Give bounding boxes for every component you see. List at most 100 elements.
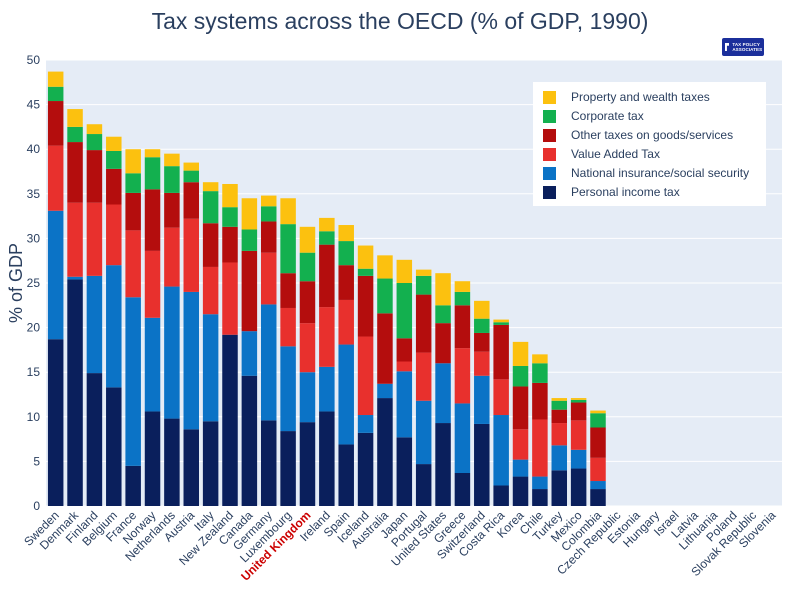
bar-segment [319, 307, 335, 367]
legend-item[interactable]: Personal income tax [543, 183, 680, 201]
bar-segment [241, 250, 258, 332]
bar-segment [202, 191, 219, 224]
bar-segment [164, 192, 180, 228]
bar-segment [125, 297, 141, 466]
bar-segment [47, 71, 64, 87]
bar-segment [435, 323, 451, 364]
bar-segment [86, 373, 103, 506]
bar-segment [260, 420, 277, 506]
bar-segment [454, 348, 471, 404]
bar-segment [241, 198, 258, 230]
bar-segment [570, 399, 587, 403]
bar-segment [532, 489, 548, 506]
bar-segment [590, 413, 606, 428]
bar-segment [280, 198, 296, 225]
bar-segment [532, 419, 548, 477]
bar-segment [357, 268, 374, 276]
bar-segment [106, 387, 122, 506]
bar-segment [125, 149, 141, 174]
bar-segment [435, 363, 451, 424]
bar-segment [260, 304, 277, 421]
bar-segment [377, 278, 393, 314]
bar-segment [183, 170, 200, 183]
bar-segment [493, 322, 509, 325]
bar-segment [299, 422, 316, 506]
bar-segment [67, 276, 83, 280]
y-axis-label: % of GDP [6, 243, 26, 323]
legend-swatch [543, 166, 556, 180]
y-tick-label: 20 [27, 321, 41, 335]
bar-segment [493, 379, 509, 416]
bar-segment [570, 468, 587, 506]
bar-segment [260, 221, 277, 253]
bar-segment [454, 281, 471, 292]
bar-segment [222, 334, 238, 506]
bar-segment [67, 279, 83, 506]
bar-segment [202, 223, 219, 267]
bar-segment [396, 338, 413, 362]
bar-segment [512, 341, 529, 366]
legend-item[interactable]: Corporate tax [543, 107, 644, 125]
y-tick-label: 10 [27, 410, 41, 424]
bar-segment [532, 354, 548, 364]
legend: Property and wealth taxes Corporate tax Ot… [533, 82, 766, 206]
bar-segment [183, 218, 200, 292]
bar-segment [86, 150, 103, 203]
bar-segment [570, 449, 587, 469]
legend-label: Other taxes on goods/services [571, 128, 734, 142]
bar-segment [415, 269, 432, 276]
y-tick-label: 40 [27, 142, 41, 156]
bar-segment [125, 192, 141, 231]
bar-segment [474, 375, 490, 424]
bar-segment [299, 323, 316, 373]
legend-swatch [543, 109, 556, 123]
bar-segment [493, 324, 509, 380]
legend-item[interactable]: Value Added Tax [543, 145, 660, 163]
legend-item[interactable]: Other taxes on goods/services [543, 126, 733, 144]
bar-segment [183, 291, 200, 430]
y-tick-label: 50 [27, 53, 41, 67]
bar-segment [454, 305, 471, 349]
bar-segment [47, 145, 64, 211]
legend-swatch [543, 128, 556, 142]
bar-segment [67, 142, 83, 203]
bar-segment [241, 229, 258, 251]
bar-segment [570, 420, 587, 450]
bar-segment [280, 307, 296, 347]
y-tick-label: 0 [33, 499, 40, 513]
bar-segment [280, 346, 296, 432]
bar-segment [396, 437, 413, 506]
bar-segment [319, 244, 335, 308]
bar-segment [474, 300, 490, 319]
bar-segment [570, 398, 587, 400]
bar-segment [67, 109, 83, 127]
bar-segment [202, 421, 219, 506]
bar-segment [396, 371, 413, 438]
bar-segment [454, 291, 471, 306]
bar-segment [474, 332, 490, 352]
bar-segment [202, 314, 219, 422]
bar-segment [125, 465, 141, 506]
bar-segment [106, 150, 122, 169]
legend-item[interactable]: Property and wealth taxes [543, 88, 710, 106]
y-tick-label: 45 [27, 98, 41, 112]
bar-segment [280, 224, 296, 274]
bar-segment [47, 339, 64, 506]
bar-segment [319, 366, 335, 412]
bar-segment [67, 202, 83, 277]
bar-segment [338, 299, 354, 345]
bar-segment [67, 126, 83, 143]
bar-segment [590, 457, 606, 482]
bar-segment [106, 168, 122, 205]
bar-segment [106, 204, 122, 266]
bar-segment [183, 429, 200, 506]
legend-item[interactable]: National insurance/social security [543, 164, 749, 182]
bar-segment [47, 86, 64, 102]
bar-segment [164, 418, 180, 506]
bar-segment [299, 281, 316, 324]
bar-segment [338, 225, 354, 242]
bar-segment [532, 382, 548, 420]
bar-segment [396, 361, 413, 372]
bar-segment [106, 136, 122, 151]
bar-segment [357, 415, 374, 433]
